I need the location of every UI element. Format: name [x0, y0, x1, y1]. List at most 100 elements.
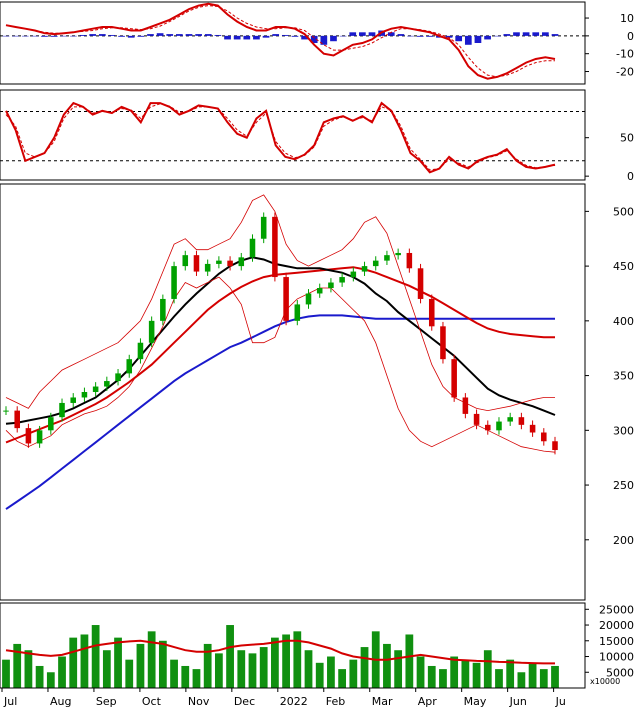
volume-bar	[539, 669, 548, 688]
x-axis-tick-label: Aug	[50, 695, 71, 708]
macd-histogram-bar	[204, 34, 212, 36]
price-candle	[406, 252, 413, 269]
volume-bar	[293, 631, 302, 688]
price-candle	[361, 266, 368, 272]
macd-histogram-bar	[513, 32, 520, 36]
macd-histogram-bar	[522, 32, 530, 36]
macd-histogram-bar	[108, 34, 116, 36]
volume-bar	[125, 659, 134, 688]
macd-histogram-bar	[407, 35, 414, 37]
x-axis-tick-label: Jun	[509, 695, 527, 708]
volume-bar	[506, 659, 515, 688]
volume-bar	[259, 647, 268, 688]
price-candle	[451, 359, 457, 398]
price-candle	[294, 304, 301, 321]
volume-bar	[114, 637, 122, 688]
price-tick-label: 400	[613, 315, 634, 328]
rsi-tick-label: 0	[627, 170, 634, 183]
volume-bar	[102, 650, 111, 688]
price-tick-label: 450	[613, 260, 634, 273]
volume-bar	[394, 650, 403, 688]
macd-histogram-bar	[445, 35, 453, 38]
macd-histogram-bar	[262, 35, 270, 38]
ma-fast-line	[5, 256, 556, 425]
x-axis-tick-label: Nov	[188, 695, 210, 708]
price-candle	[518, 417, 525, 425]
macd-histogram-bar	[50, 35, 58, 37]
macd-histogram-bar	[156, 33, 164, 36]
volume-unit-label: x10000	[590, 677, 620, 686]
macd-histogram-bar	[185, 34, 193, 36]
volume-bar	[427, 665, 436, 688]
macd-signal-line	[5, 5, 555, 78]
price-candle	[193, 255, 200, 272]
volume-bar	[517, 672, 526, 688]
price-candle	[81, 392, 88, 398]
volume-bar	[360, 647, 369, 688]
volume-bar	[338, 669, 347, 688]
x-axis-tick-label: Dec	[234, 695, 255, 708]
bollinger-lower-line	[5, 276, 556, 453]
price-candle	[137, 342, 144, 360]
x-axis-tick-label: Ju	[555, 695, 566, 708]
macd-histogram-bar	[21, 35, 29, 37]
macd-histogram-bar	[339, 35, 347, 37]
macd-histogram-bar	[532, 32, 540, 36]
price-candle	[529, 424, 536, 433]
macd-histogram-bar	[551, 34, 559, 36]
macd-histogram-bar	[368, 32, 376, 36]
price-candle	[541, 432, 547, 442]
price-candle	[507, 417, 513, 422]
volume-tick-label: 15000	[599, 635, 634, 648]
x-axis-tick-label: Jul	[3, 695, 17, 708]
volume-bar	[203, 643, 212, 688]
volume-bar	[158, 640, 167, 688]
volume-bar	[551, 665, 559, 688]
macd-histogram-bar	[118, 35, 125, 37]
price-candle	[417, 268, 424, 299]
macd-histogram-bar	[12, 35, 19, 37]
price-candle	[485, 424, 491, 431]
macd-histogram-bar	[41, 35, 48, 37]
price-candle	[316, 288, 323, 294]
macd-panel: 10 0 -10 -20	[0, 2, 634, 80]
volume-bar	[405, 634, 414, 688]
volume-bar	[13, 643, 22, 688]
price-candle	[384, 255, 390, 261]
volume-bar	[192, 669, 201, 688]
ma-mid-line	[5, 266, 555, 444]
volume-bar	[46, 672, 55, 688]
price-candle	[148, 320, 155, 343]
macd-histogram-bar	[176, 34, 183, 36]
macd-histogram-bar	[359, 32, 366, 36]
volume-bar	[58, 656, 66, 688]
price-candle	[305, 293, 312, 305]
price-candle	[171, 266, 177, 299]
volume-bar	[226, 625, 234, 688]
price-candle	[160, 298, 166, 321]
volume-bar	[472, 662, 481, 688]
macd-histogram-bar	[291, 35, 299, 37]
price-candle	[260, 216, 267, 239]
macd-histogram-bar	[474, 35, 482, 43]
macd-histogram-bar	[503, 34, 511, 36]
volume-bar	[528, 662, 537, 688]
volume-bar	[416, 656, 425, 688]
price-tick-label: 300	[613, 424, 634, 437]
macd-histogram-bar	[147, 34, 154, 36]
volume-bar	[2, 659, 10, 688]
price-candle	[249, 238, 256, 258]
price-tick-label: 500	[613, 205, 634, 218]
volume-bar	[304, 650, 313, 688]
macd-histogram-bar	[320, 35, 328, 45]
volume-bar	[24, 650, 33, 688]
price-tick-label: 250	[613, 479, 634, 492]
volume-bar	[214, 653, 223, 688]
macd-histogram-bar	[253, 35, 260, 40]
macd-tick-label: 0	[627, 30, 634, 43]
price-candle	[552, 441, 558, 451]
price-candle	[59, 402, 65, 418]
macd-histogram-bar	[493, 35, 501, 37]
price-candle	[238, 257, 245, 267]
